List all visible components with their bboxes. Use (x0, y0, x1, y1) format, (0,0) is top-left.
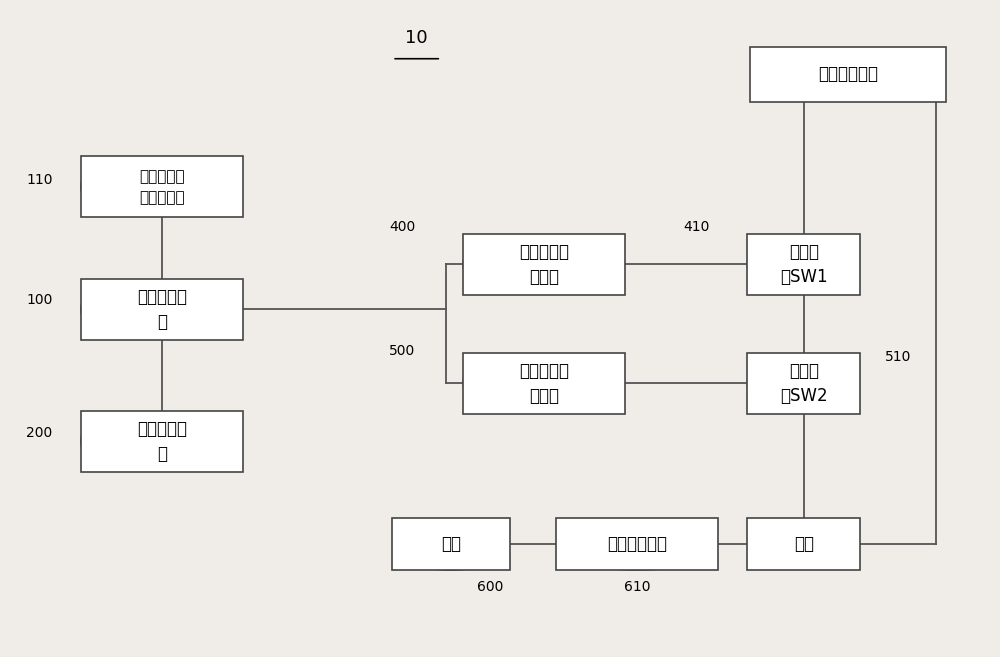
FancyBboxPatch shape (463, 233, 625, 295)
FancyBboxPatch shape (556, 518, 718, 570)
FancyBboxPatch shape (392, 518, 510, 570)
FancyBboxPatch shape (750, 47, 946, 102)
Text: 交流电源输入: 交流电源输入 (818, 65, 878, 83)
FancyBboxPatch shape (463, 353, 625, 414)
Text: 400: 400 (389, 220, 415, 234)
Text: 110: 110 (26, 173, 53, 187)
Text: 负载: 负载 (794, 535, 814, 553)
Text: 510: 510 (885, 350, 911, 365)
FancyBboxPatch shape (81, 156, 243, 217)
Text: 10: 10 (405, 29, 428, 47)
FancyBboxPatch shape (81, 411, 243, 472)
Text: 第二开关控
制电路: 第二开关控 制电路 (519, 362, 569, 405)
Text: 第一开关控
制电路: 第一开关控 制电路 (519, 242, 569, 286)
Text: 电源稳压电路: 电源稳压电路 (607, 535, 667, 553)
Text: 200: 200 (26, 426, 53, 440)
FancyBboxPatch shape (747, 353, 860, 414)
Text: 610: 610 (624, 580, 650, 595)
FancyBboxPatch shape (747, 233, 860, 295)
Text: 时钟控制电
路: 时钟控制电 路 (137, 420, 187, 463)
Text: 第一控制模
块稳压电路: 第一控制模 块稳压电路 (139, 169, 185, 205)
FancyBboxPatch shape (81, 279, 243, 340)
Text: 电源: 电源 (441, 535, 461, 553)
FancyBboxPatch shape (747, 518, 860, 570)
Text: 500: 500 (389, 344, 415, 358)
Text: 410: 410 (683, 220, 709, 234)
Text: 600: 600 (477, 580, 503, 595)
Text: 第一控制模
块: 第一控制模 块 (137, 288, 187, 330)
Text: 100: 100 (26, 292, 53, 307)
Text: 第一开
关SW1: 第一开 关SW1 (780, 242, 828, 286)
Text: 第二开
关SW2: 第二开 关SW2 (780, 362, 828, 405)
